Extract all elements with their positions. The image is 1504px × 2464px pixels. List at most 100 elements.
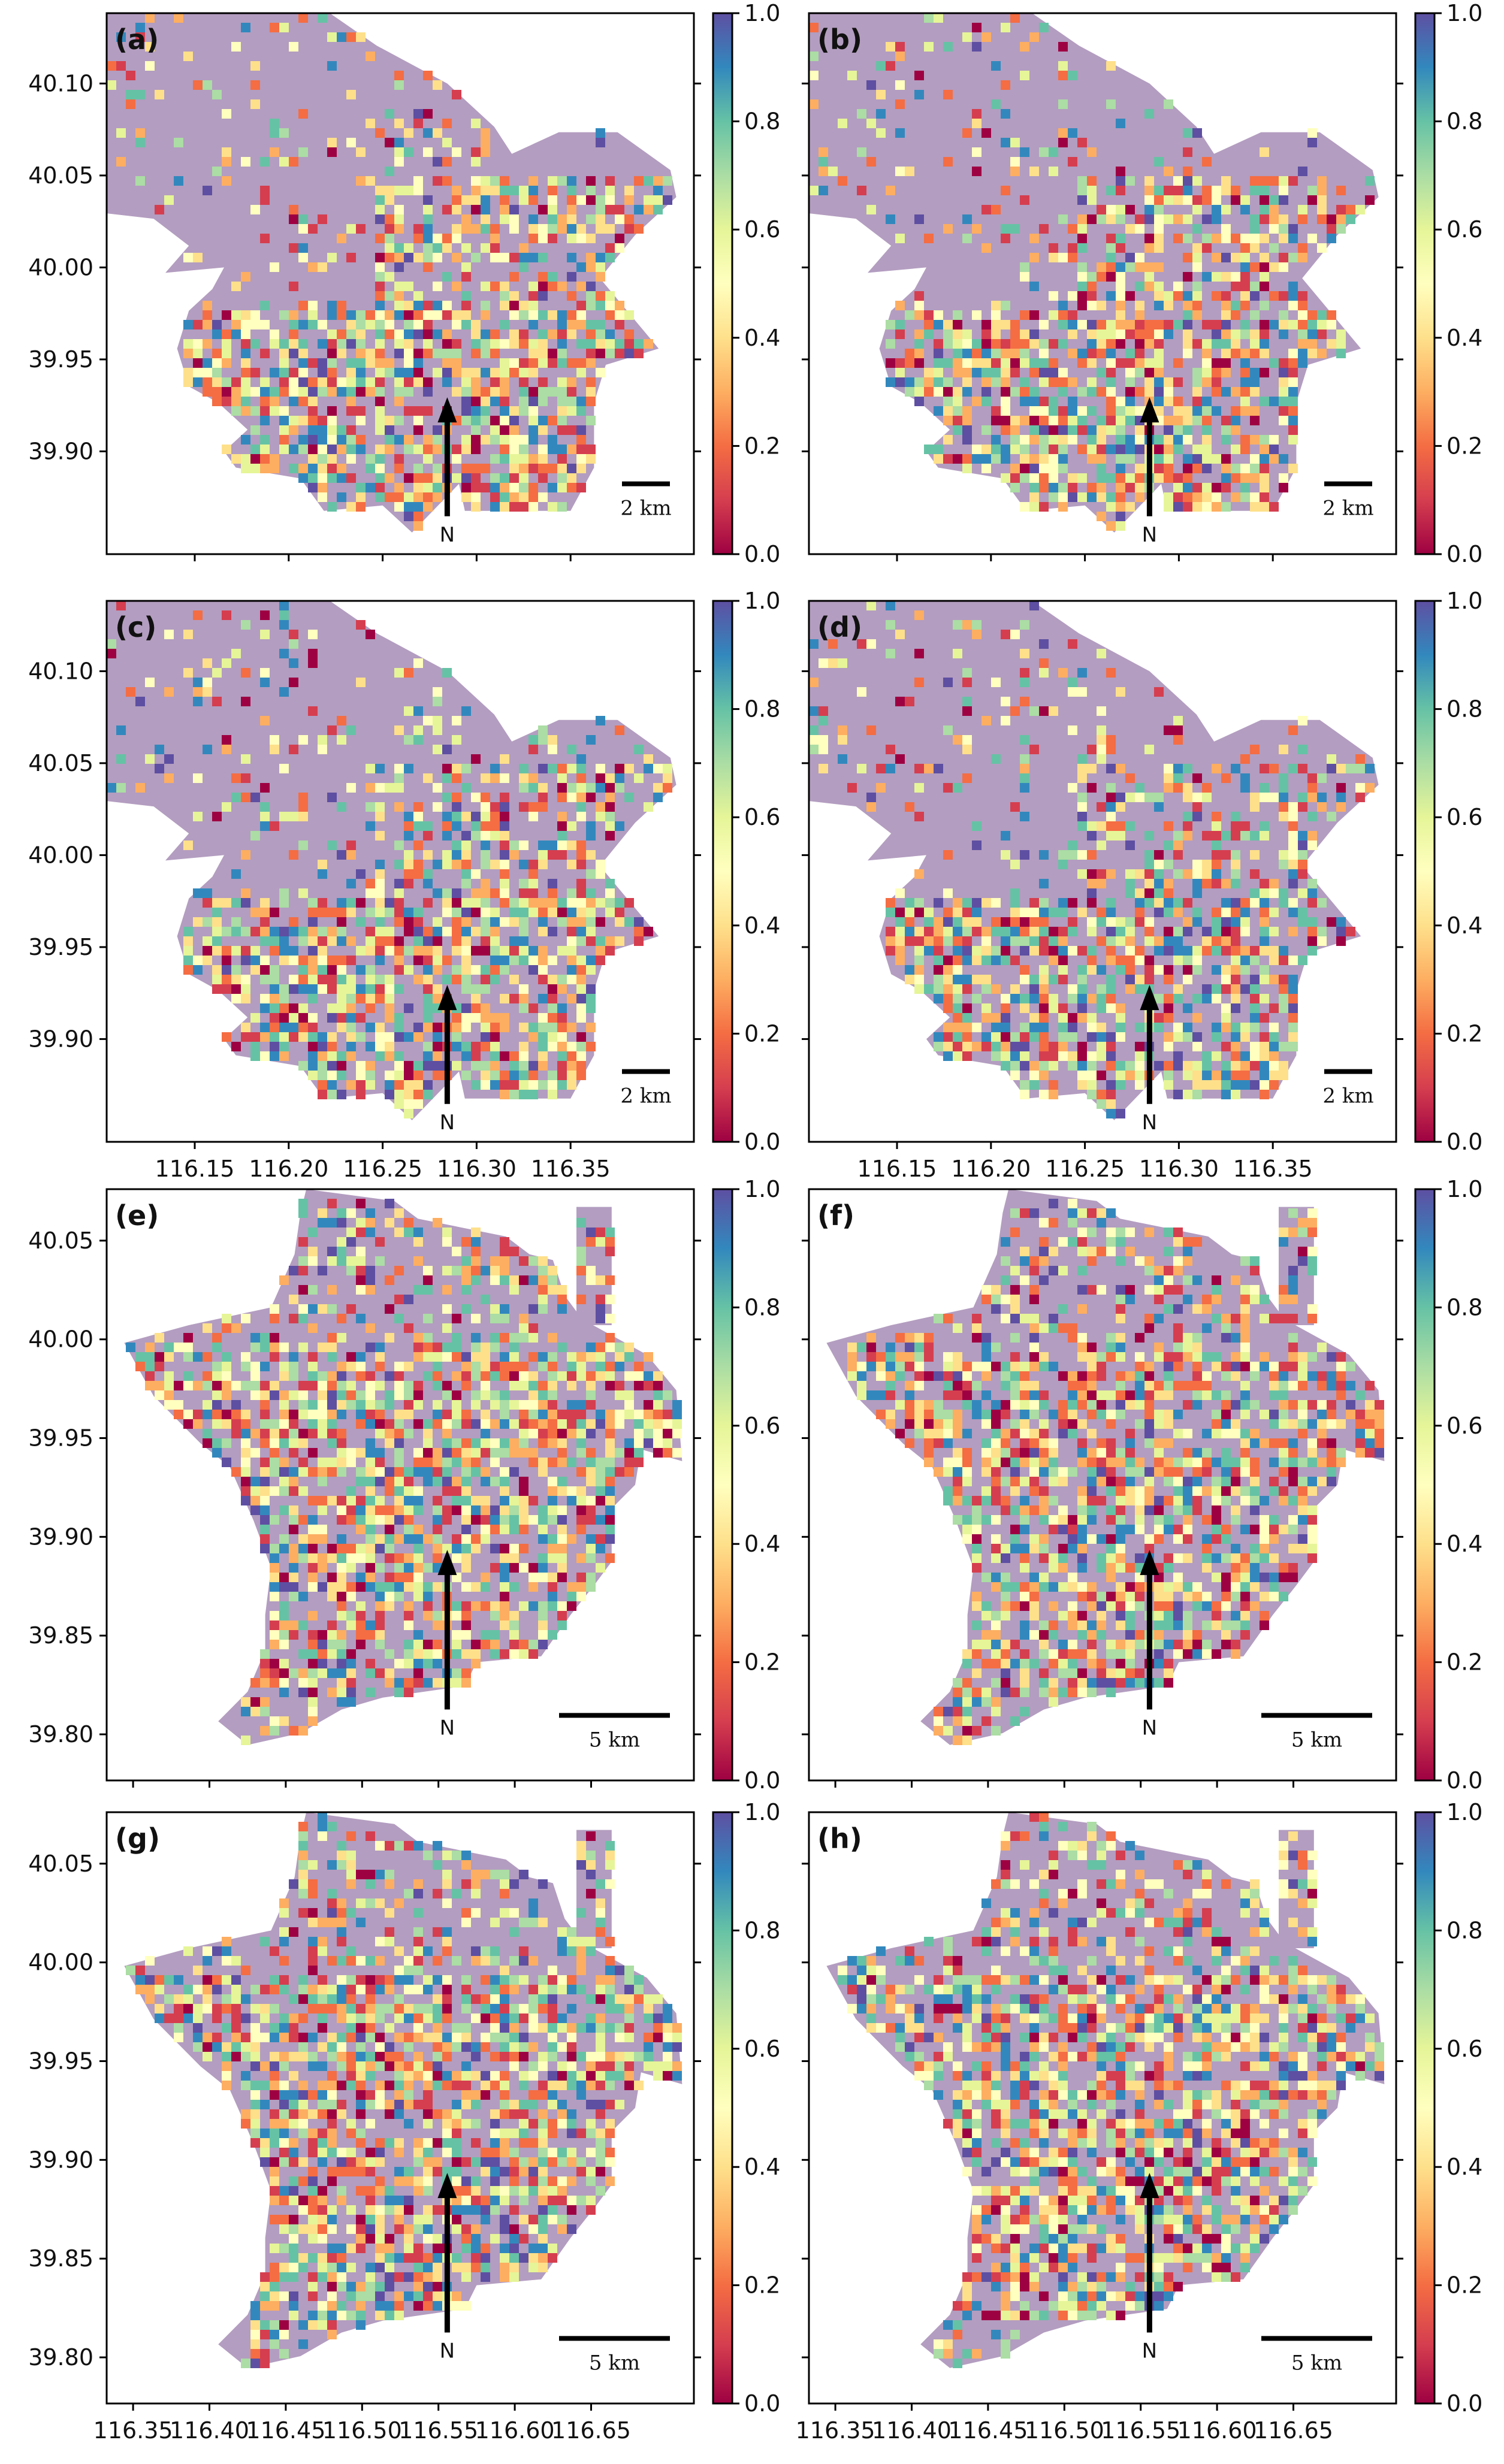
grid-cell bbox=[962, 1032, 972, 1042]
grid-cell bbox=[509, 946, 519, 956]
grid-cell bbox=[1279, 860, 1288, 869]
grid-cell bbox=[1154, 349, 1164, 358]
grid-cell bbox=[308, 1649, 318, 1659]
grid-cell bbox=[394, 262, 404, 272]
grid-cell bbox=[1116, 464, 1125, 473]
grid-cell bbox=[366, 349, 375, 358]
grid-cell bbox=[653, 205, 663, 214]
grid-cell bbox=[596, 253, 605, 262]
grid-cell bbox=[519, 936, 528, 946]
grid-cell bbox=[1183, 464, 1192, 473]
grid-cell bbox=[1327, 339, 1336, 349]
grid-cell bbox=[1288, 841, 1298, 850]
grid-cell bbox=[394, 492, 404, 502]
grid-cell bbox=[1154, 936, 1164, 946]
grid-cell bbox=[394, 1573, 404, 1582]
grid-cell bbox=[1202, 464, 1212, 473]
grid-cell bbox=[366, 1515, 375, 1525]
grid-cell bbox=[318, 492, 327, 502]
grid-cell bbox=[500, 1448, 509, 1458]
grid-cell bbox=[1279, 483, 1288, 492]
grid-cell bbox=[1221, 898, 1231, 908]
grid-cell bbox=[404, 473, 413, 483]
grid-cell bbox=[819, 716, 828, 725]
grid-cell bbox=[1307, 879, 1317, 888]
grid-cell bbox=[576, 764, 586, 773]
grid-cell bbox=[413, 425, 423, 435]
grid-cell bbox=[991, 956, 1001, 965]
grid-cell bbox=[155, 764, 164, 773]
grid-cell bbox=[145, 42, 155, 52]
grid-cell bbox=[1106, 243, 1116, 253]
grid-cell bbox=[433, 253, 442, 262]
grid-cell bbox=[375, 1611, 385, 1621]
grid-cell bbox=[500, 473, 509, 483]
grid-cell bbox=[953, 425, 962, 435]
grid-cell bbox=[500, 1237, 509, 1247]
grid-cell bbox=[1087, 147, 1097, 157]
grid-cell bbox=[203, 888, 212, 898]
grid-cell bbox=[1058, 502, 1068, 512]
grid-cell bbox=[318, 1090, 327, 1099]
grid-cell bbox=[1106, 291, 1116, 301]
grid-cell bbox=[1116, 119, 1125, 128]
grid-cell bbox=[231, 898, 241, 908]
grid-cell bbox=[308, 975, 318, 984]
grid-cell bbox=[404, 917, 413, 927]
grid-cell bbox=[519, 1400, 528, 1410]
grid-cell bbox=[1116, 917, 1125, 927]
grid-cell bbox=[433, 80, 442, 90]
grid-cell bbox=[471, 1458, 481, 1467]
grid-cell bbox=[953, 984, 962, 994]
grid-cell bbox=[337, 1640, 346, 1649]
grid-cell bbox=[1039, 23, 1049, 32]
grid-cell bbox=[279, 1640, 289, 1649]
grid-cell bbox=[528, 1640, 538, 1649]
grid-cell bbox=[433, 176, 442, 186]
grid-cell bbox=[605, 773, 615, 783]
grid-cell bbox=[519, 1323, 528, 1333]
grid-cell bbox=[394, 329, 404, 339]
grid-cell bbox=[548, 445, 557, 454]
grid-cell bbox=[596, 368, 605, 377]
grid-cell bbox=[1202, 984, 1212, 994]
grid-cell bbox=[557, 1601, 567, 1611]
grid-cell bbox=[260, 1496, 270, 1505]
grid-cell bbox=[567, 956, 576, 965]
grid-cell bbox=[1106, 416, 1116, 425]
grid-cell bbox=[404, 946, 413, 956]
grid-cell bbox=[490, 1601, 500, 1611]
grid-cell bbox=[924, 368, 934, 377]
grid-cell bbox=[394, 397, 404, 406]
grid-cell bbox=[394, 387, 404, 397]
colorbar-tick-label: 0.0 bbox=[744, 1129, 780, 1155]
grid-cell bbox=[1106, 253, 1116, 262]
grid-cell bbox=[1068, 473, 1077, 483]
grid-cell bbox=[174, 138, 183, 147]
grid-cell bbox=[250, 406, 260, 416]
grid-cell bbox=[1279, 898, 1288, 908]
grid-cell bbox=[260, 630, 270, 639]
grid-cell bbox=[528, 1371, 538, 1381]
grid-cell bbox=[346, 1649, 356, 1659]
grid-cell bbox=[1077, 445, 1087, 454]
grid-cell bbox=[1116, 1032, 1125, 1042]
grid-cell bbox=[1154, 454, 1164, 464]
grid-cell bbox=[1298, 243, 1307, 253]
grid-cell bbox=[1212, 406, 1221, 416]
grid-cell bbox=[1144, 917, 1154, 927]
grid-cell bbox=[576, 812, 586, 821]
grid-cell bbox=[934, 917, 943, 927]
grid-cell bbox=[279, 1042, 289, 1051]
grid-cell bbox=[356, 1199, 366, 1208]
grid-cell bbox=[366, 783, 375, 793]
grid-cell bbox=[241, 975, 250, 984]
grid-cell bbox=[404, 735, 413, 745]
grid-cell bbox=[279, 1429, 289, 1438]
grid-cell bbox=[509, 841, 519, 850]
grid-cell bbox=[289, 1032, 298, 1042]
grid-cell bbox=[231, 42, 241, 52]
grid-cell bbox=[289, 745, 298, 754]
grid-cell bbox=[1240, 195, 1250, 205]
grid-cell bbox=[576, 908, 586, 917]
